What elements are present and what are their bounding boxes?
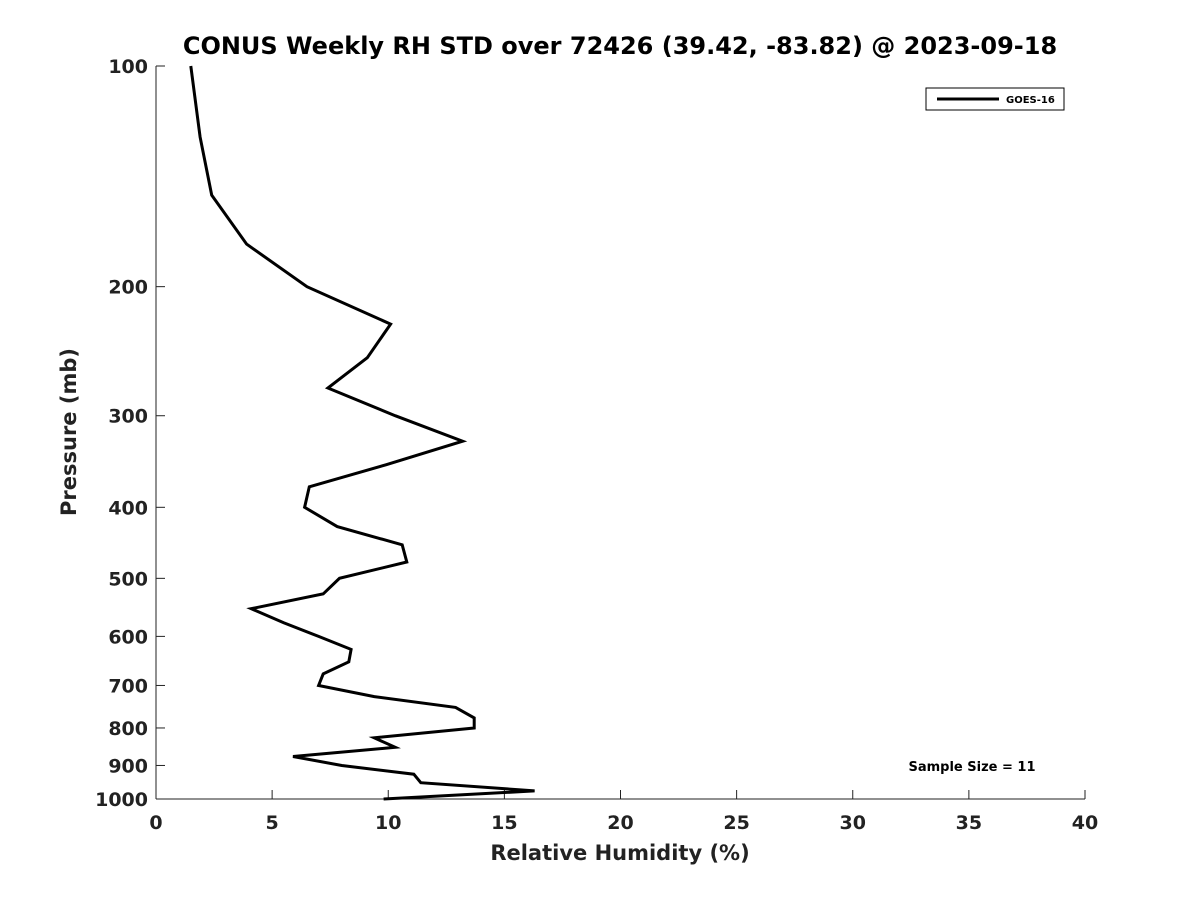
x-tick-label: 35 xyxy=(956,812,982,834)
y-tick-label: 800 xyxy=(108,718,148,740)
plot-axes xyxy=(155,66,1085,800)
x-tick-label: 25 xyxy=(723,812,749,834)
y-tick-label: 300 xyxy=(108,406,148,428)
y-tick-label: 1000 xyxy=(95,789,148,811)
y-tick-label: 200 xyxy=(108,277,148,299)
legend-label-goes-16: GOES-16 xyxy=(1006,95,1055,106)
x-tick-label: 30 xyxy=(840,812,866,834)
y-tick-label: 100 xyxy=(108,56,148,78)
chart-title: CONUS Weekly RH STD over 72426 (39.42, -… xyxy=(183,32,1057,60)
x-axis-label: Relative Humidity (%) xyxy=(490,841,749,865)
series-layer xyxy=(189,65,535,801)
y-tick-label: 700 xyxy=(108,675,148,697)
x-tick-label: 15 xyxy=(491,812,517,834)
x-tick-label: 5 xyxy=(266,812,279,834)
y-tick-label: 900 xyxy=(108,755,148,777)
y-axis-label: Pressure (mb) xyxy=(57,348,81,516)
series-line-goes-16 xyxy=(189,65,535,801)
x-tick-label: 20 xyxy=(607,812,633,834)
y-tick-label: 600 xyxy=(108,626,148,648)
x-tick-label: 0 xyxy=(149,812,162,834)
legend: GOES-16 xyxy=(925,87,1065,111)
y-tick-label: 400 xyxy=(108,497,148,519)
x-tick-label: 40 xyxy=(1072,812,1098,834)
x-tick-label: 10 xyxy=(375,812,401,834)
y-tick-label: 500 xyxy=(108,568,148,590)
tick-group: 0 5 10 15 20 25 30 35 40 100 200 300 400 500 600 700 800… xyxy=(95,56,1098,834)
sample-size-annotation: Sample Size = 11 xyxy=(908,760,1035,775)
